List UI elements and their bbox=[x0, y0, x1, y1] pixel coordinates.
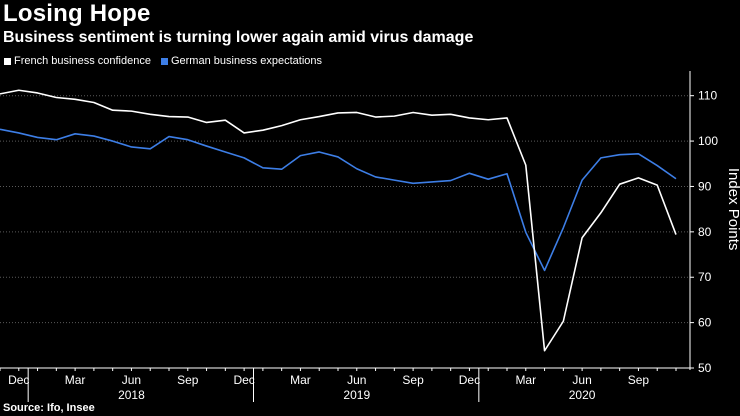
legend-label-german: German business expectations bbox=[170, 55, 322, 67]
legend-item-german: German business expectations bbox=[160, 55, 322, 67]
legend: French business confidence German busine… bbox=[4, 55, 322, 67]
legend-label-french: French business confidence bbox=[14, 55, 151, 67]
xtick-label-2019-09: Sep bbox=[402, 373, 424, 387]
axes bbox=[0, 71, 694, 402]
ytick-label-110: 110 bbox=[698, 89, 717, 103]
year-label-2018: 2018 bbox=[118, 388, 145, 402]
legend-item-french: French business confidence bbox=[4, 55, 151, 67]
ytick-label-80: 80 bbox=[698, 225, 712, 239]
xtick-label-2018-09: Sep bbox=[177, 373, 199, 387]
xtick-label-2019-12: Dec bbox=[459, 373, 480, 387]
xtick-label-2018-06: Jun bbox=[122, 373, 141, 387]
xtick-label-2020-09: Sep bbox=[628, 373, 650, 387]
legend-swatch-german bbox=[160, 57, 168, 65]
y-axis-title: Index Points bbox=[725, 168, 740, 251]
ytick-label-70: 70 bbox=[698, 270, 712, 284]
xtick-label-2019-03: Mar bbox=[290, 373, 311, 387]
xtick-label-2017-12: Dec bbox=[8, 373, 29, 387]
chart-title: Losing Hope bbox=[3, 0, 151, 27]
axis-labels: 50 60 70 80 90 100 110 Dec Mar Jun Sep Dec Mar Jun Sep… bbox=[8, 89, 740, 402]
xtick-label-2018-03: Mar bbox=[65, 373, 86, 387]
year-label-2020: 2020 bbox=[569, 388, 596, 402]
legend-swatch-french bbox=[4, 57, 11, 65]
ytick-label-100: 100 bbox=[698, 134, 718, 148]
ytick-label-50: 50 bbox=[698, 361, 712, 375]
xtick-label-2020-06: Jun bbox=[572, 373, 591, 387]
year-label-2019: 2019 bbox=[343, 388, 370, 402]
series-line-german-business-expectations bbox=[0, 128, 677, 272]
ytick-label-60: 60 bbox=[698, 316, 712, 330]
xtick-label-2020-03: Mar bbox=[515, 373, 536, 387]
series-lines bbox=[0, 89, 677, 352]
series-line-french-business-confidence bbox=[0, 89, 677, 352]
chart-subtitle: Business sentiment is turning lower agai… bbox=[3, 29, 474, 46]
source-note: Source: Ifo, Insee bbox=[3, 402, 95, 414]
xtick-label-2018-12: Dec bbox=[233, 373, 254, 387]
xtick-label-2019-06: Jun bbox=[347, 373, 366, 387]
ytick-label-90: 90 bbox=[698, 179, 712, 193]
